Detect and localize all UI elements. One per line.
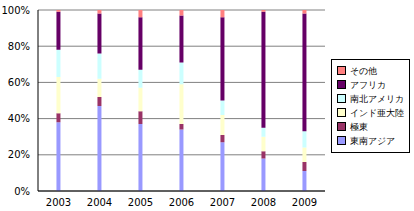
svg-text:2006: 2006 <box>169 197 194 208</box>
html-text:その他: その他 <box>350 65 377 76</box>
html-text:南北アメリカ: 南北アメリカ <box>350 93 404 104</box>
svg-text:100%: 100% <box>8 5 30 16</box>
html-text:インド亜大陸: インド亜大陸 <box>350 107 404 118</box>
html-text:東南アジア: 東南アジア <box>350 135 395 146</box>
svg-text:80%: 80% <box>8 41 30 52</box>
svg-text:40%: 40% <box>8 113 30 124</box>
svg-text:2007: 2007 <box>210 197 235 208</box>
svg-text:0%: 0% <box>14 186 30 197</box>
html-text:アフリカ: アフリカ <box>350 79 386 90</box>
svg-text:60%: 60% <box>8 77 30 88</box>
svg-text:2009: 2009 <box>292 197 317 208</box>
svg-text:2005: 2005 <box>128 197 153 208</box>
svg-text:20%: 20% <box>8 149 30 160</box>
svg-text:2004: 2004 <box>87 197 112 208</box>
svg-text:2008: 2008 <box>251 197 276 208</box>
svg-text:2003: 2003 <box>46 197 71 208</box>
html-text:極東: 極東 <box>350 121 368 132</box>
